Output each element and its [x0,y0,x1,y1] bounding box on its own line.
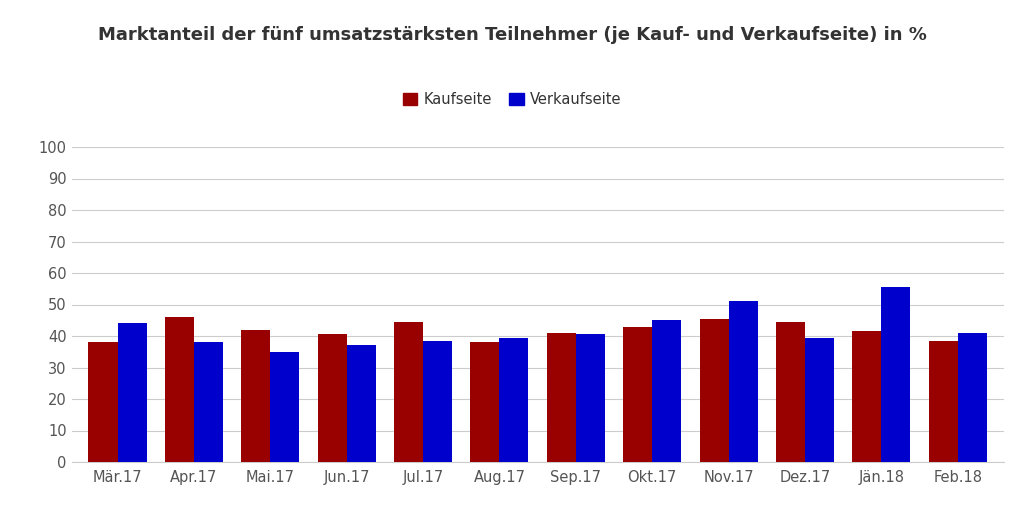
Bar [500,338,528,462]
Bar [776,322,805,462]
Bar [882,287,910,462]
Bar [699,319,728,462]
Bar [929,341,957,462]
Bar [575,334,605,462]
Bar [317,334,347,462]
Bar [957,333,987,462]
Bar [728,301,758,462]
Legend: Kaufseite, Verkaufseite: Kaufseite, Verkaufseite [397,86,627,113]
Bar [624,327,652,462]
Bar [88,342,118,462]
Bar [423,341,452,462]
Bar [194,342,223,462]
Bar [118,323,146,462]
Bar [347,345,376,462]
Bar [805,338,834,462]
Bar [547,333,575,462]
Bar [852,331,882,462]
Bar [394,322,423,462]
Bar [470,342,500,462]
Bar [652,320,681,462]
Bar [270,352,299,462]
Bar [242,330,270,462]
Bar [165,317,194,462]
Text: Marktanteil der fünf umsatzstärksten Teilnehmer (je Kauf- und Verkaufseite) in %: Marktanteil der fünf umsatzstärksten Tei… [97,26,927,44]
